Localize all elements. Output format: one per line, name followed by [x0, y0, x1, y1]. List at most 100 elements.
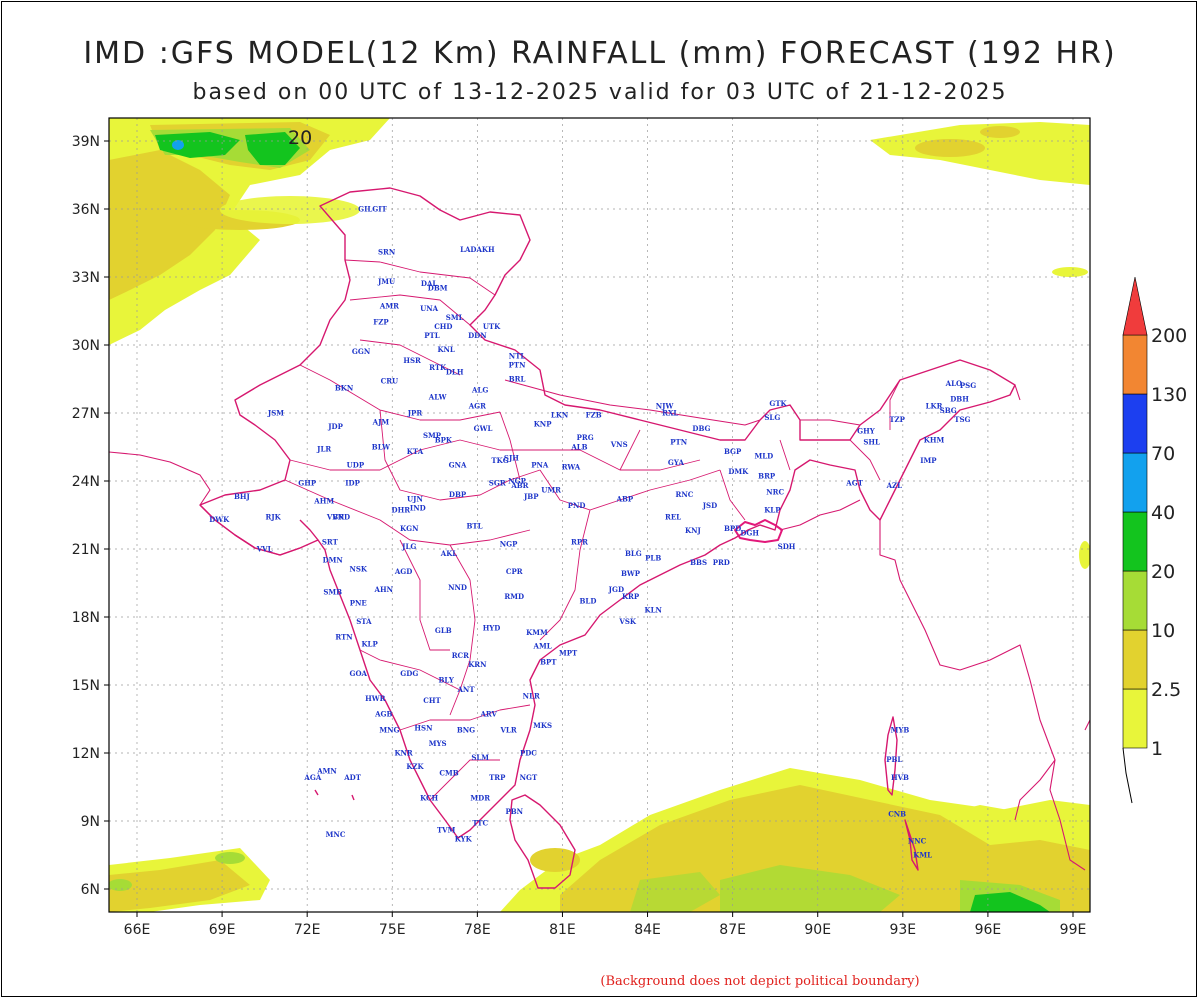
city-label: AGA: [303, 773, 321, 782]
city-label: NJW: [656, 401, 674, 410]
city-label: KLN: [645, 605, 663, 614]
city-label: VVL: [256, 544, 273, 553]
city-label: KLP: [764, 506, 781, 515]
city-label: ABR: [510, 481, 528, 490]
city-label: SLG: [764, 413, 780, 422]
city-label: KNJ: [685, 526, 701, 535]
city-label: DDN: [468, 331, 487, 340]
city-label: STA: [356, 617, 372, 626]
city-label: PRG: [577, 433, 594, 442]
city-label: PNE: [350, 599, 367, 608]
lat-lon-grid: [109, 118, 1090, 912]
city-label: ANT: [456, 685, 475, 694]
city-label: NNC: [908, 837, 927, 846]
latitude-axis: 39N 36N 33N 30N 27N 24N 21N 18N 15N 12N 9N 6N: [72, 134, 109, 898]
colorbar-label: 1: [1151, 738, 1163, 760]
city-label: RMD: [504, 592, 524, 601]
city-label: BBS: [690, 558, 707, 567]
y-tick-label: 24N: [72, 474, 100, 490]
contour-label: 20: [288, 127, 312, 149]
city-label: HYD: [483, 624, 501, 633]
map-subtitle: based on 00 UTC of 13-12-2025 valid for …: [192, 80, 1008, 105]
city-label: AGD: [394, 567, 412, 576]
city-label: PBN: [505, 807, 523, 816]
city-label: DBH: [950, 395, 969, 404]
city-label: GDG: [400, 669, 418, 678]
x-tick-label: 87E: [719, 922, 746, 938]
city-label: ALB: [570, 442, 587, 451]
city-label: AMN: [316, 766, 337, 775]
city-label: DBG: [692, 424, 710, 433]
city-label: AML: [533, 642, 552, 651]
city-label: SML: [446, 313, 464, 322]
city-label: NRC: [766, 488, 784, 497]
city-label: KYK: [455, 834, 473, 843]
city-label: JMU: [377, 277, 395, 286]
city-label: DAL: [421, 279, 438, 288]
sri-lanka: [509, 794, 576, 889]
city-label: DMN: [323, 556, 344, 565]
city-label: NTL: [509, 352, 526, 361]
city-label: GILGIT: [358, 204, 387, 213]
city-label: LADAKH: [460, 245, 495, 254]
city-label: JLR: [316, 445, 331, 454]
colorbar-segment: [1122, 688, 1148, 749]
city-label: RTN: [335, 633, 353, 642]
city-label: JSD: [702, 501, 717, 510]
city-label: TZP: [889, 415, 905, 424]
colorbar-segment: [1122, 393, 1148, 454]
city-label: JLG: [401, 542, 416, 551]
lakshadweep: [314, 789, 355, 801]
city-label: DBP: [449, 490, 467, 499]
city-label: MLD: [754, 451, 773, 460]
city-label: AKL: [440, 549, 458, 558]
city-label: CMB: [439, 769, 458, 778]
y-tick-label: 6N: [81, 882, 100, 898]
x-tick-label: 69E: [209, 922, 236, 938]
city-label: PTN: [509, 361, 526, 370]
city-label: RNC: [676, 490, 694, 499]
city-label: PTN: [670, 438, 687, 447]
bangladesh-delta: [734, 519, 783, 543]
city-label: BNG: [457, 726, 475, 735]
city-label: NGP: [508, 476, 526, 485]
city-label: BGP: [724, 447, 742, 456]
city-label: PSG: [960, 381, 976, 390]
city-label: BRP: [758, 472, 776, 481]
city-label: SMP: [423, 431, 442, 440]
x-tick-label: 99E: [1060, 922, 1087, 938]
city-label: GHY: [857, 426, 876, 435]
city-label: PRD: [713, 558, 730, 567]
city-label: UNA: [420, 304, 439, 313]
city-label: BLW: [372, 442, 390, 451]
city-label: SMB: [323, 587, 342, 596]
city-label: ALO: [945, 379, 962, 388]
city-label: UTK: [483, 322, 501, 331]
city-label: KNR: [394, 748, 412, 757]
city-label: RWA: [562, 463, 581, 472]
city-label: CPR: [506, 567, 523, 576]
city-label: NGP: [500, 540, 518, 549]
city-label: MKS: [533, 721, 552, 730]
city-label: AGR: [468, 401, 486, 410]
city-label: LKR: [926, 401, 943, 410]
city-label: KNL: [437, 345, 454, 354]
city-label: MYS: [429, 739, 447, 748]
state-boundaries: [284, 259, 901, 801]
city-label: AZL: [886, 481, 903, 490]
city-label: NSK: [349, 565, 367, 574]
city-label: KRP: [622, 592, 640, 601]
city-label: KZK: [406, 762, 424, 771]
city-label: IMP: [920, 456, 937, 465]
colorbar-label: 130: [1151, 384, 1187, 406]
y-tick-label: 15N: [72, 678, 100, 694]
city-label: UDP: [347, 460, 365, 469]
city-label: ADT: [343, 773, 362, 782]
city-label: GTK: [769, 399, 787, 408]
city-label: DBM: [428, 284, 448, 293]
city-label: HSR: [403, 356, 421, 365]
city-label: PDC: [520, 748, 537, 757]
city-label: FZP: [373, 318, 389, 327]
x-tick-label: 84E: [634, 922, 661, 938]
x-tick-label: 78E: [464, 922, 491, 938]
